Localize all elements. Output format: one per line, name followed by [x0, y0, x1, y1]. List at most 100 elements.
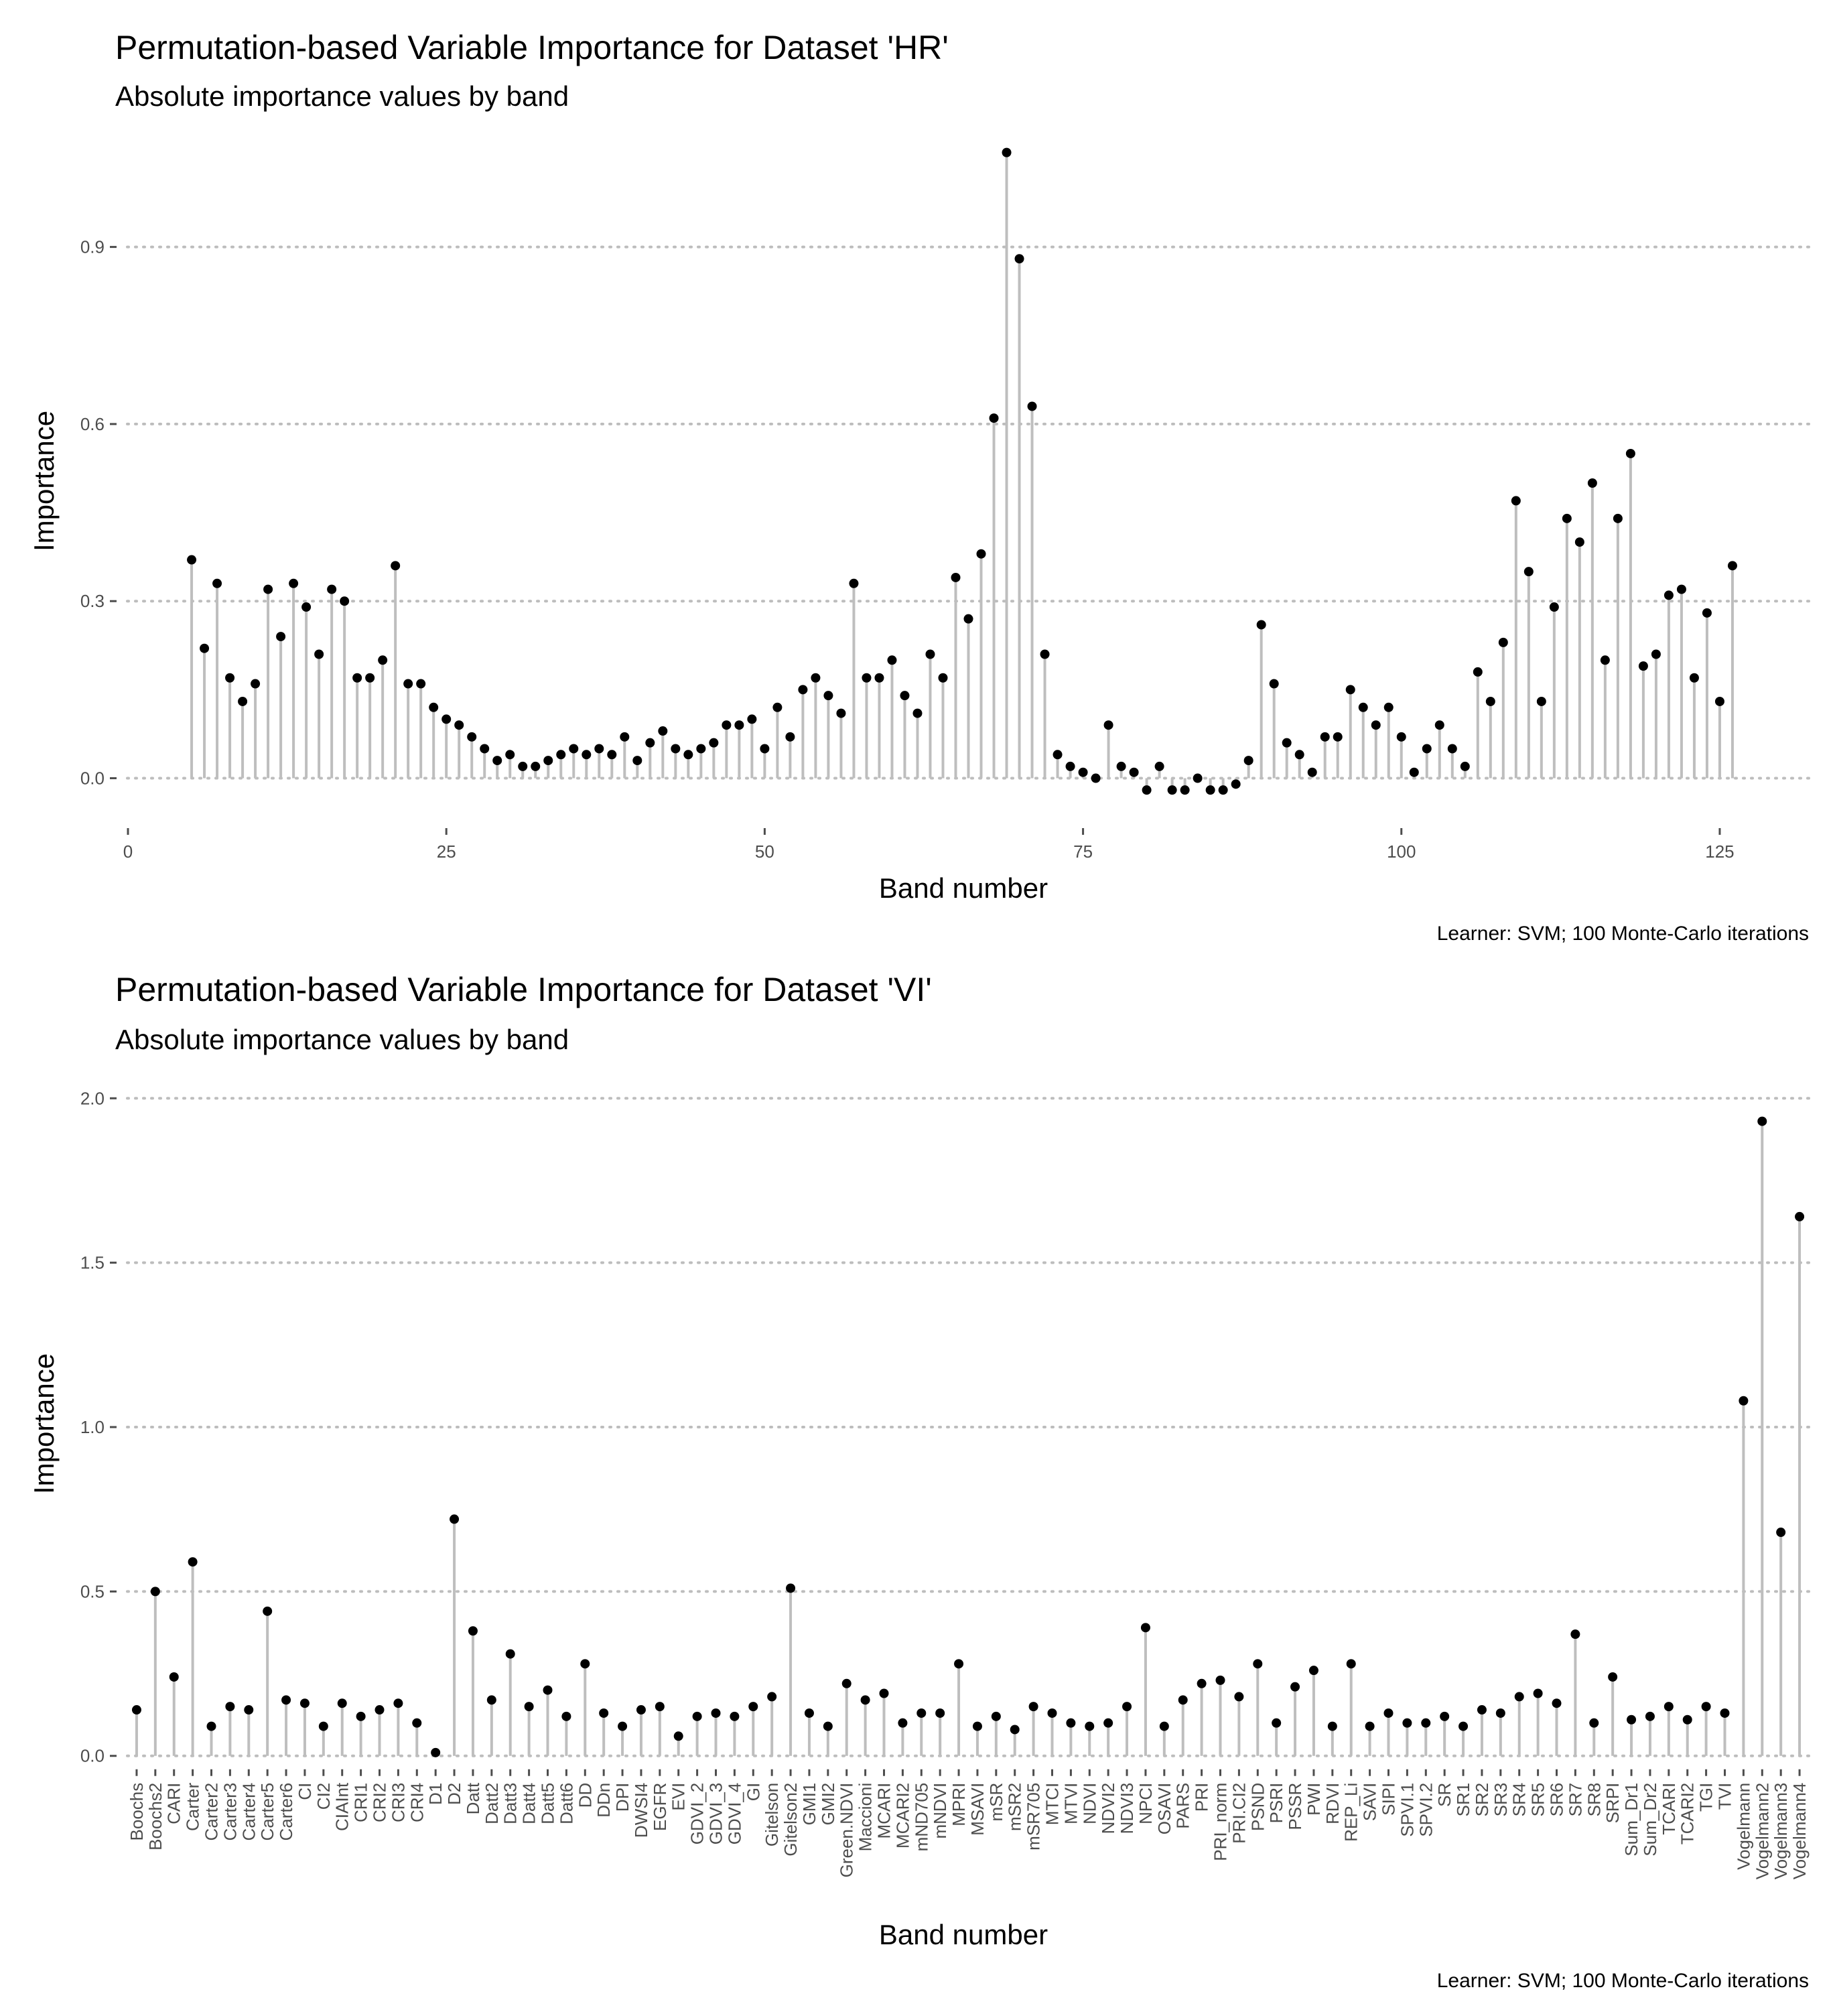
x-tick-label: PWI: [1304, 1783, 1324, 1816]
lollipop-point: [1447, 744, 1457, 754]
lollipop-point: [1327, 1721, 1337, 1731]
x-tick-label: Carter2: [202, 1783, 222, 1841]
x-tick-label: RDVI: [1322, 1783, 1343, 1824]
lollipop-point: [1308, 1666, 1318, 1676]
lollipop-point: [1574, 537, 1584, 547]
lollipop-point: [1159, 1721, 1169, 1731]
x-tick-label: CRI1: [351, 1783, 371, 1822]
x-tick-label: MPRI: [949, 1783, 969, 1826]
lollipop-point: [607, 750, 617, 760]
lollipop-point: [378, 655, 388, 665]
lollipop-point: [429, 702, 439, 712]
lollipop-point: [1290, 1682, 1300, 1692]
lollipop-point: [468, 1626, 478, 1636]
x-tick-label: 75: [1073, 842, 1093, 862]
lollipop-point: [1154, 761, 1164, 771]
lollipop-point: [327, 584, 337, 594]
lollipop-point: [1460, 761, 1470, 771]
lollipop-point: [1383, 1708, 1394, 1718]
lollipop-point: [1065, 761, 1075, 771]
lollipop-point: [1409, 767, 1419, 777]
lollipop-point: [879, 1688, 889, 1698]
lollipop-point: [912, 708, 923, 718]
lollipop-point: [188, 1557, 198, 1567]
x-tick-label: Gitelson: [762, 1783, 782, 1846]
x-tick-label: 25: [437, 842, 456, 862]
chart-vi-lollipops: [131, 1116, 1805, 1757]
x-tick-label: Carter: [183, 1782, 203, 1831]
lollipop-point: [450, 1514, 460, 1524]
lollipop-point: [1346, 1659, 1356, 1669]
lollipop-point: [887, 655, 897, 665]
lollipop-point: [1495, 1708, 1505, 1718]
lollipop-point: [225, 673, 235, 683]
lollipop-point: [1085, 1721, 1095, 1731]
lollipop-point: [658, 726, 668, 736]
lollipop-point: [1638, 661, 1648, 671]
lollipop-point: [169, 1672, 179, 1682]
x-tick-label: Vogelmann: [1733, 1783, 1753, 1870]
lollipop-point: [1434, 720, 1444, 730]
lollipop-point: [1142, 785, 1152, 795]
x-tick-label: D1: [425, 1783, 446, 1805]
lollipop-point: [1701, 1702, 1711, 1712]
x-tick-label: SR6: [1547, 1783, 1567, 1817]
x-tick-label: Datt3: [500, 1783, 521, 1824]
x-tick-label: SR8: [1584, 1783, 1604, 1817]
x-tick-label: Datt6: [556, 1783, 576, 1824]
lollipop-point: [238, 696, 248, 706]
y-tick-label: 0.9: [80, 237, 105, 257]
lollipop-point: [1197, 1678, 1207, 1688]
x-tick-label: CI2: [314, 1783, 334, 1810]
lollipop-point: [1739, 1396, 1749, 1406]
lollipop-point: [1664, 590, 1674, 600]
lollipop-point: [849, 578, 859, 588]
lollipop-point: [671, 744, 681, 754]
lollipop-point: [1320, 732, 1330, 742]
lollipop-point: [299, 1698, 310, 1708]
x-tick-label: PRI_norm: [1211, 1783, 1231, 1861]
lollipop-point: [1458, 1721, 1469, 1731]
x-tick-label: SRPI: [1603, 1783, 1623, 1824]
y-tick-label: 0.0: [80, 768, 105, 789]
lollipop-point: [1608, 1672, 1618, 1682]
x-tick-label: OSAVI: [1154, 1783, 1174, 1835]
lollipop-point: [314, 649, 324, 659]
lollipop-point: [1091, 773, 1101, 783]
lollipop-point: [150, 1587, 160, 1597]
x-tick-label: SR1: [1453, 1783, 1473, 1817]
lollipop-point: [1234, 1692, 1244, 1702]
lollipop-point: [431, 1747, 441, 1757]
x-tick-label: PRI: [1192, 1783, 1212, 1812]
lollipop-point: [786, 1583, 796, 1593]
y-tick-label: 0.6: [80, 414, 105, 434]
lollipop-point: [811, 673, 821, 683]
lollipop-point: [391, 561, 401, 571]
x-tick-label: TVI: [1715, 1783, 1735, 1810]
lollipop-point: [1383, 702, 1394, 712]
lollipop-point: [1027, 401, 1037, 411]
lollipop-point: [785, 732, 795, 742]
lollipop-point: [1477, 1705, 1487, 1715]
lollipop-point: [748, 1702, 758, 1712]
x-tick-label: NDVI2: [1098, 1783, 1118, 1834]
chart-vi: Permutation-based Variable Importance fo…: [28, 971, 1810, 1992]
x-tick-label: NPCI: [1136, 1783, 1156, 1824]
lollipop-point: [486, 1695, 496, 1705]
lollipop-point: [938, 673, 948, 683]
x-tick-label: mSR: [986, 1783, 1006, 1822]
lollipop-point: [972, 1721, 982, 1731]
lollipop-point: [1511, 496, 1521, 506]
lollipop-point: [556, 750, 566, 760]
x-tick-label: TCARI2: [1678, 1783, 1698, 1844]
lollipop-point: [212, 578, 222, 588]
x-tick-label: Boochs: [127, 1783, 147, 1841]
lollipop-point: [709, 738, 719, 748]
x-tick-label: DWSI4: [631, 1783, 651, 1838]
lollipop-point: [1473, 667, 1483, 677]
lollipop-point: [1215, 1675, 1225, 1685]
lollipop-point: [951, 572, 961, 582]
chart-hr-lollipops: [187, 147, 1737, 795]
y-tick-label: 1.5: [80, 1253, 105, 1273]
lollipop-point: [1014, 254, 1024, 264]
